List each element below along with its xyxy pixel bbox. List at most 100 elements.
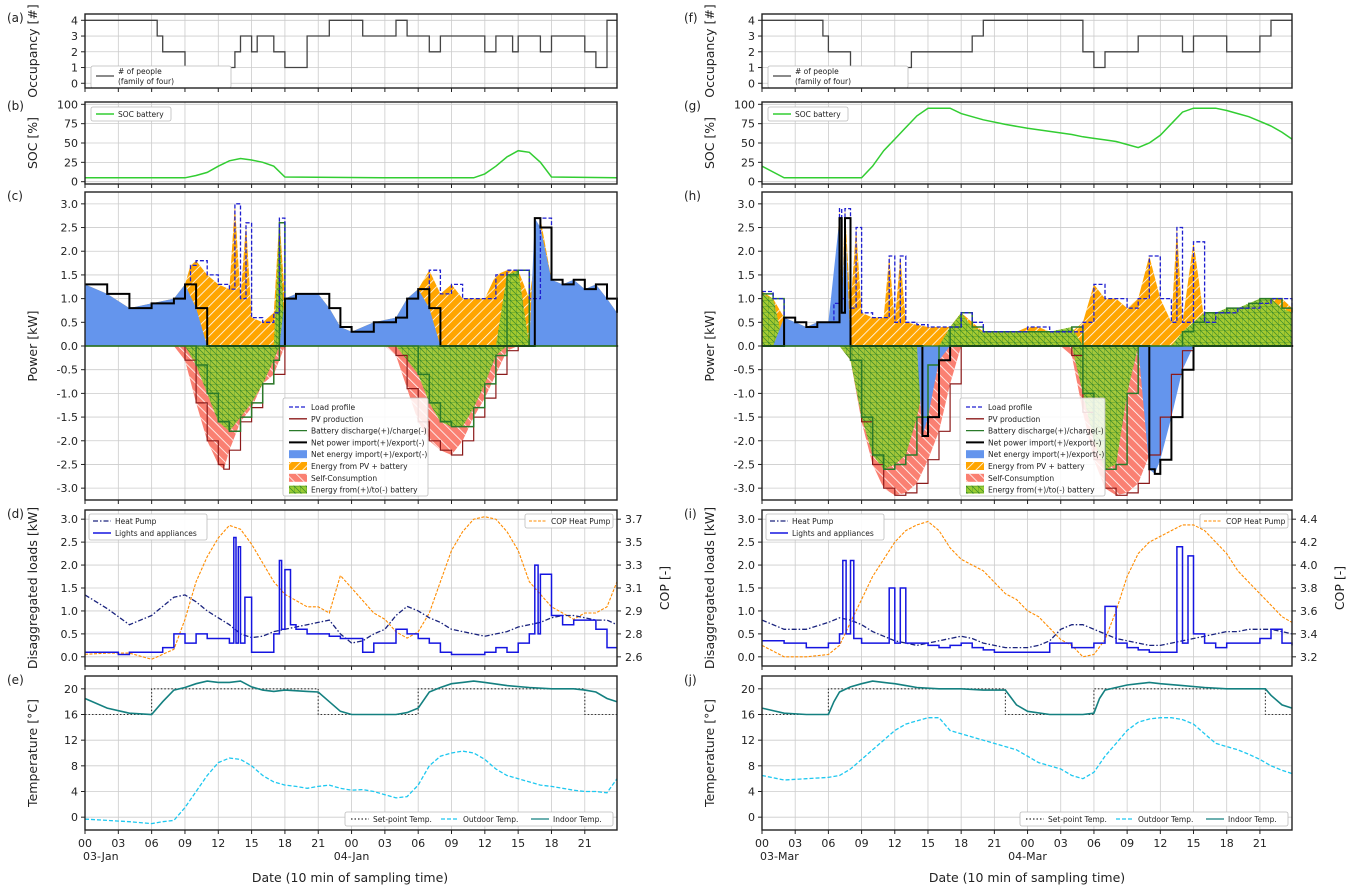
legend-label: Outdoor Temp.	[1138, 815, 1193, 824]
heat-pump-line	[84, 594, 618, 644]
y-tick-label: -0.5	[734, 364, 755, 377]
legend-box	[1019, 811, 1289, 827]
legend-label: SOC battery	[795, 110, 841, 119]
y-tick-label: -1.0	[734, 387, 755, 400]
indoor-temp-line	[84, 680, 618, 716]
y-tick-label: 4	[748, 14, 755, 27]
y-tick-label: 3.0	[738, 513, 756, 526]
x-tick-label: 09	[178, 837, 192, 850]
y-tick-label: 2.5	[738, 222, 756, 235]
y-tick-label: 16	[64, 709, 78, 722]
legend-label: Energy from PV + battery	[311, 462, 408, 471]
y-tick-label: 0	[748, 77, 755, 90]
y-tick-label: 2	[748, 46, 755, 59]
panel-letter: (i)	[684, 507, 697, 521]
x-tick-label: 06	[1087, 837, 1101, 850]
y2-tick-label: 3.6	[1300, 605, 1318, 618]
plot-frame	[761, 191, 1293, 501]
y2-tick-label: 2.8	[625, 628, 643, 641]
legend-label: Heat Pump	[115, 517, 157, 526]
net-power-line	[762, 217, 1294, 475]
y-axis-label: Occupancy [#]	[25, 4, 40, 98]
legend-label: Energy from(+)/to(-) battery	[311, 486, 418, 495]
y-tick-label: 75	[64, 118, 78, 131]
x-tick-label: 18	[954, 837, 968, 850]
x-tick-label: 18	[1220, 837, 1234, 850]
heat-pump-line	[761, 617, 1293, 649]
panel-letter: (f)	[684, 11, 698, 25]
y-tick-label: 8	[748, 760, 755, 773]
x-tick-label: 15	[921, 837, 935, 850]
plot-frame	[761, 509, 1293, 667]
legend-box	[765, 513, 885, 541]
x-tick-label: 12	[478, 837, 492, 850]
x-tick-label: 21	[578, 837, 592, 850]
y-tick-label: -3.0	[57, 482, 78, 495]
y-tick-label: 2.5	[738, 536, 756, 549]
x-tick-label: 18	[544, 837, 558, 850]
legend-box	[282, 397, 429, 497]
date-label: 03-Mar	[760, 850, 799, 863]
y-tick-label: 2.0	[738, 245, 756, 258]
y-tick-label: 75	[741, 118, 755, 131]
legend-swatch	[966, 450, 984, 459]
y-tick-label: -1.0	[57, 387, 78, 400]
y-tick-label: 2.0	[61, 245, 79, 258]
y2-tick-label: 3.2	[1300, 651, 1318, 664]
legend-box	[90, 106, 172, 122]
plot-frame	[84, 509, 618, 667]
x-tick-label: 09	[855, 837, 869, 850]
legend-label: # of people	[795, 67, 839, 76]
legend-label: Set-point Temp.	[1048, 815, 1107, 824]
y2-tick-label: 3.5	[625, 536, 643, 549]
y-axis-label: Disaggregated loads [kW]	[702, 507, 717, 669]
plot-frame	[84, 101, 618, 185]
y-tick-label: 3	[748, 30, 755, 43]
legend-swatch-hatch	[289, 462, 307, 470]
y-tick-label: 1	[748, 62, 755, 75]
outdoor-temp-line	[84, 750, 618, 825]
panel-h: (h) -3.0 -2.5 -2.0 -1.5 -1.0 -0.5 0.0 0.5 1.0 1.5 2…	[684, 189, 1294, 504]
panel-letter: (c)	[7, 189, 23, 203]
legend: # of people(family of four)	[90, 65, 232, 89]
y-tick-label: 20	[64, 683, 78, 696]
y-tick-label: 1.5	[61, 582, 79, 595]
y-tick-label: 0	[71, 811, 78, 824]
legend: Set-point Temp. Outdoor Temp. Indoor Temp.	[344, 811, 614, 827]
y-tick-label: 0	[71, 176, 78, 189]
y-tick-label: 1.5	[738, 582, 756, 595]
panel-a: (a) 0 1 2 3 4 Occupancy [#] # of people(family …	[7, 4, 618, 98]
y-tick-label: 12	[741, 734, 755, 747]
legend-label: COP Heat Pump	[551, 517, 611, 526]
legend-swatch-hatch	[966, 473, 984, 482]
y-tick-label: 20	[741, 683, 755, 696]
panel-letter: (b)	[7, 99, 24, 113]
legend-label: Energy from PV + battery	[988, 462, 1085, 471]
indoor-temp-line	[761, 680, 1293, 716]
x-tick-label: 18	[278, 837, 292, 850]
legend: SOC battery	[90, 106, 172, 122]
legend-label: Battery discharge(+)/charge(-)	[311, 427, 427, 436]
legend-label: Lights and appliances	[792, 529, 874, 538]
legend-label: PV production	[311, 415, 364, 424]
y2-tick-label: 3.4	[1300, 628, 1318, 641]
y2-tick-label: 4.0	[1300, 559, 1318, 572]
panel-b: (b) 0 25 50 75 100 SOC [%] SOC battery	[7, 98, 618, 189]
y-tick-label: -2.0	[734, 435, 755, 448]
x-tick-label: 00	[345, 837, 359, 850]
y-axis-label: SOC [%]	[25, 117, 40, 169]
panel-j: (j) 0 4 8 12 16 20 Temperature [°C] Set-point Te…	[684, 673, 1293, 863]
y-tick-label: 1.5	[61, 269, 79, 282]
net-power-line	[85, 217, 618, 347]
legend-label: Self-Consumption	[311, 474, 377, 483]
legend-label: (family of four)	[795, 77, 851, 86]
legend-label: Net energy import(+)/export(-)	[311, 450, 427, 459]
legend: Heat Pump Lights and appliances	[88, 513, 208, 541]
x-tick-label: 12	[1153, 837, 1167, 850]
plot-frame	[84, 13, 618, 89]
y2-axis-label: COP [-]	[1332, 566, 1347, 610]
x-tick-label: 00	[78, 837, 92, 850]
legend-label: Indoor Temp.	[553, 815, 602, 824]
panel-f: (f) 0 1 2 3 4 Occupancy [#] # of people(family …	[684, 4, 1293, 98]
